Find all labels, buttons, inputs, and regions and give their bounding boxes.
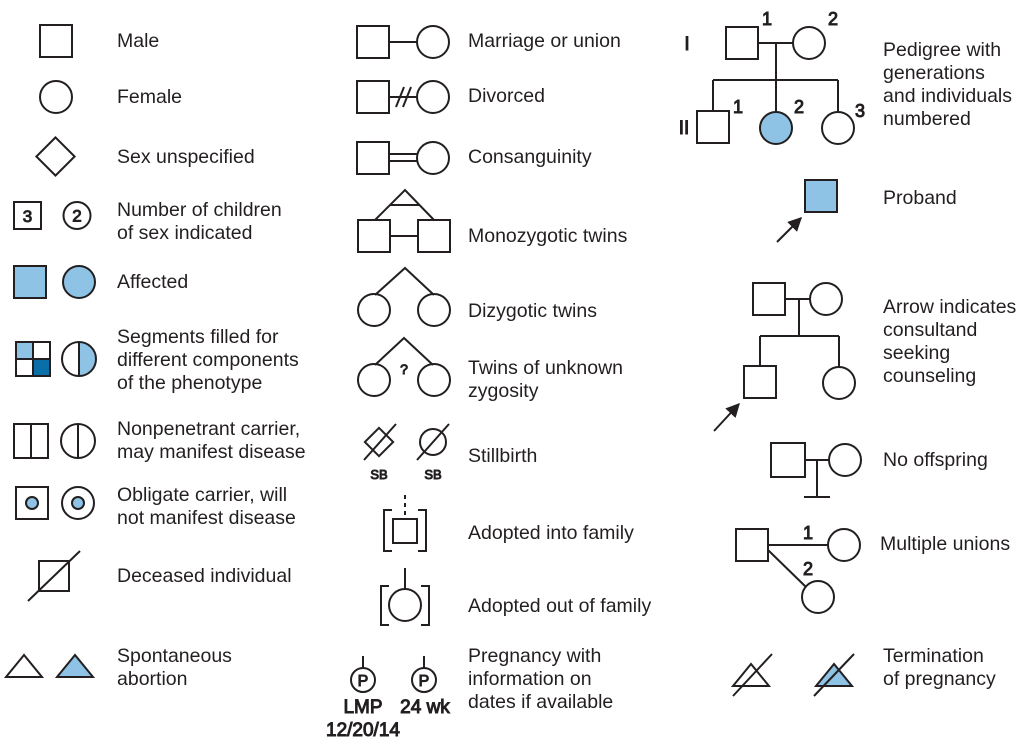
segmented-male-icon (15, 341, 51, 377)
monozygotic-twins-icon (357, 188, 451, 253)
no-offspring-label: No offspring (883, 449, 988, 471)
male-count-square-icon (13, 201, 42, 230)
individual-number-i2: 2 (828, 9, 838, 29)
female-count-circle-icon (62, 201, 92, 230)
female-circle-icon (39, 80, 73, 114)
segments-label: Segments filled for different components… (117, 326, 299, 394)
termination-affected-icon (813, 653, 855, 697)
pregnancy-lmp-icon (350, 656, 376, 693)
marriage-label: Marriage or union (468, 30, 621, 52)
marriage-icon (356, 25, 450, 59)
nonpenetrant-male-icon (13, 423, 49, 459)
abortion-open-icon (3, 653, 45, 678)
male-square-icon (39, 24, 73, 58)
segmented-female-icon (61, 341, 97, 377)
sb-male-label: SB (370, 467, 387, 482)
divorced-icon (356, 80, 450, 114)
pregnancy-label: Pregnancy with information on dates if a… (468, 645, 614, 713)
abortion-affected-icon (54, 653, 96, 678)
sex-unspecified-diamond-icon (34, 135, 77, 178)
nonpenetrant-female-icon (60, 423, 96, 459)
termination-label: Termination of pregnancy (883, 645, 996, 690)
number-of-children-label: Number of children of sex indicated (117, 199, 282, 244)
adopted-in-icon (383, 495, 427, 552)
termination-icons (730, 653, 855, 697)
obligate-female-icon (61, 486, 95, 520)
consultand-label: Arrow indicates consultand seeking couns… (883, 296, 1017, 387)
stillbirth-label: Stillbirth (468, 445, 538, 467)
union-number-2: 2 (803, 559, 813, 579)
affected-icons (13, 265, 96, 299)
weeks-label: 24 wk (400, 697, 450, 718)
pedigree-label: Pedigree with generations and individual… (883, 39, 1013, 130)
obligate-male-icon (15, 486, 49, 520)
multiple-unions-icon (735, 528, 861, 614)
individual-number-ii3: 3 (855, 101, 865, 121)
adopted-out-icon (380, 568, 430, 626)
pregnancy-p-mark-lmp: P (358, 673, 369, 690)
stillbirth-female-icon (416, 423, 450, 461)
proband-label: Proband (883, 187, 957, 209)
proband-icon (776, 179, 838, 243)
no-offspring-icon (770, 442, 862, 498)
deceased-label: Deceased individual (117, 565, 292, 587)
generation-one-label: I (684, 34, 689, 55)
individual-number-ii1: 1 (733, 97, 743, 117)
unknown-zygosity-twins-icon (357, 336, 451, 397)
adopted-in-label: Adopted into family (468, 522, 634, 544)
monozygotic-label: Monozygotic twins (468, 225, 628, 247)
consanguinity-label: Consanguinity (468, 146, 592, 168)
sb-female-label: SB (424, 467, 441, 482)
unknown-zygosity-mark: ? (400, 361, 408, 377)
spontaneous-abortion-icons (3, 653, 96, 678)
individual-number-ii2: 2 (794, 97, 804, 117)
stillbirth-icons (363, 423, 450, 461)
consultand-pedigree-icon (713, 282, 856, 432)
affected-label: Affected (117, 271, 189, 293)
spontaneous-abortion-label: Spontaneous abortion (117, 645, 232, 690)
unknown-zygosity-label: Twins of unknown zygosity (468, 357, 624, 402)
pregnancy-p-mark-weeks: P (419, 673, 430, 690)
affected-female-icon (62, 265, 96, 299)
obligate-carrier-label: Obligate carrier, will not manifest dise… (117, 484, 296, 529)
lmp-date-label: 12/20/14 (326, 720, 400, 741)
dizygotic-label: Dizygotic twins (468, 300, 597, 322)
pregnancy-weeks-icon (411, 656, 437, 693)
affected-male-icon (13, 265, 47, 299)
lmp-label: LMP (343, 697, 382, 718)
deceased-icon (27, 550, 81, 602)
female-label: Female (117, 86, 183, 108)
obligate-carrier-icons (15, 486, 95, 520)
consanguinity-icon (356, 141, 450, 175)
termination-open-icon (730, 653, 773, 697)
nonpenetrant-icons (13, 423, 96, 459)
number-of-children-icons (13, 201, 92, 230)
multiple-unions-label: Multiple unions (880, 533, 1011, 555)
female-count-number: 2 (72, 207, 81, 226)
numbered-pedigree-icon (696, 26, 855, 145)
nonpenetrant-label: Nonpenetrant carrier, may manifest disea… (117, 418, 306, 463)
male-label: Male (117, 30, 160, 52)
stillbirth-male-icon (363, 423, 397, 461)
generation-two-label: II (679, 118, 690, 139)
divorced-label: Divorced (468, 85, 545, 107)
union-number-1: 1 (803, 523, 813, 543)
segment-filled-icons (15, 341, 97, 377)
adopted-out-label: Adopted out of family (468, 595, 652, 617)
dizygotic-twins-icon (357, 266, 451, 327)
male-count-number: 3 (23, 207, 32, 226)
individual-number-i1: 1 (762, 9, 772, 29)
sex-unspecified-label: Sex unspecified (117, 146, 255, 168)
